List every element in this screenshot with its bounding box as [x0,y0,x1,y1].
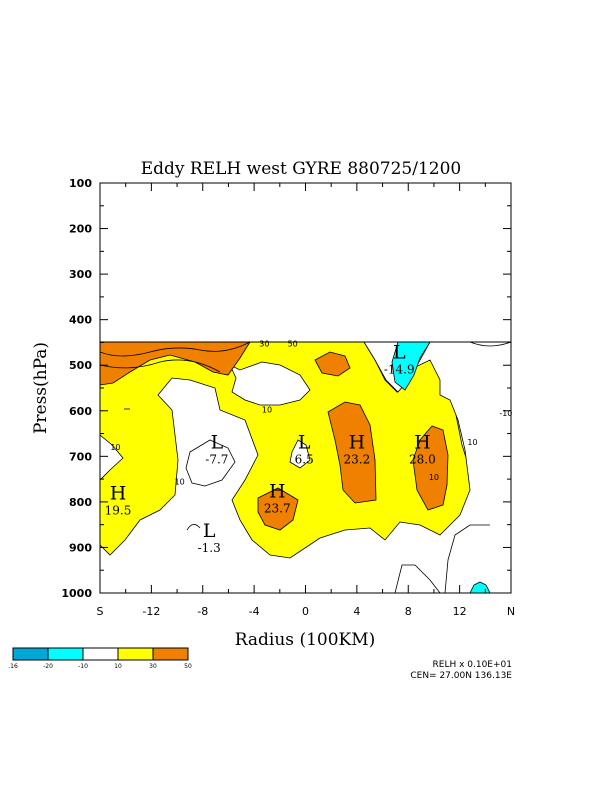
y-tick-label: 200 [69,223,92,236]
y-tick-label: 500 [69,359,92,372]
x-tick-label: -8 [197,605,208,618]
contour-label: 10 [429,473,439,482]
contour-label: 10 [175,477,185,486]
region-strong-top-center [314,351,351,377]
center-label: CEN= 27.00N 136.13E [410,671,512,681]
x-tick-label: 4 [353,605,360,618]
extremum-value: 28.0 [409,453,436,467]
y-tick-label: 1000 [61,587,92,600]
extremum-value: 19.5 [105,504,132,518]
plot-area: S -12 -8 -4 0 4 8 12 N 100 200 300 400 500 600 700 800 90… [61,177,515,618]
contour-label: 10 [467,438,477,447]
region-strong-h-232 [327,401,377,504]
contour-labels: 30 50 10 10 10 10 10 -10 [110,339,512,486]
y-tick-label: 700 [69,450,92,463]
legend-label: .16 [8,663,18,670]
units-label: RELH x 0.10E+01 [433,660,513,670]
x-tick-label: S [97,605,104,618]
contour-line-bottom-right-2 [444,524,490,593]
x-tick-label: -4 [249,605,260,618]
contour-line-top-right [469,342,511,347]
legend-label: -10 [78,663,88,670]
region-neutral-l-77 [185,439,236,487]
x-axis-label: Radius (100KM) [235,630,376,650]
chart-title: Eddy RELH west GYRE 880725/1200 [141,159,462,179]
x-tick-label: N [507,605,515,618]
region-strong-top-left [100,342,251,386]
legend-swatch [12,647,49,661]
x-tick-label: 0 [302,605,309,618]
region-neutral-l-65 [289,439,311,469]
high-marker: H [269,480,286,502]
region-neutral-left [100,434,124,481]
color-legend: .16 -20 -10 10 30 50 [8,647,192,670]
extremum-value: 23.7 [264,501,291,515]
high-marker: H [349,432,366,454]
y-tick-label: 100 [69,177,92,190]
extremum-value: 23.2 [344,453,371,467]
low-marker: L [211,432,224,454]
contour-line-bottom-right [394,564,441,593]
extremum-value: 6.5 [295,453,314,467]
y-tick-label: 900 [69,541,92,554]
low-marker: L [393,341,406,363]
high-marker: H [110,483,127,505]
y-tick-label: 800 [69,496,92,509]
x-tick-label: 12 [453,605,467,618]
x-tick-label: -12 [142,605,160,618]
extremum-value: -14.9 [384,362,415,376]
legend-swatch [82,647,119,661]
region-negative-l-149 [391,342,431,391]
contour-line-top-left-2 [100,359,221,373]
legend-swatch [47,647,84,661]
x-tick-label: 8 [405,605,412,618]
region-strong-h-237 [257,487,299,531]
contour-label: 30 [259,339,269,348]
extremum-value: -1.3 [198,541,221,555]
low-marker: L [298,432,311,454]
y-tick-label: 600 [69,405,92,418]
contour-label: 50 [288,339,298,348]
low-marker: L [203,520,216,542]
axis-ticks: S -12 -8 -4 0 4 8 12 N 100 200 300 400 500 600 700 800 90… [61,177,515,618]
legend-label: 50 [184,663,192,670]
region-strong-h-280 [412,425,449,511]
contour-label: 10 [262,405,272,414]
legend-label: 30 [149,663,157,670]
y-tick-label: 400 [69,314,92,327]
contour-label: -10 [499,409,512,418]
y-tick-label: 300 [69,268,92,281]
region-neutral-center-l [229,361,311,406]
legend-label: 10 [114,663,122,670]
legend-swatch [117,647,154,661]
contour-line-small-l [186,524,201,531]
y-axis-label: Press(hPa) [31,342,51,434]
contour-label: 10 [110,443,120,452]
legend-swatch [152,647,189,661]
extremum-value: -7.7 [205,453,228,467]
contour-line-top-left-1 [100,342,251,357]
high-marker: H [414,432,431,454]
legend-label: -20 [43,663,53,670]
